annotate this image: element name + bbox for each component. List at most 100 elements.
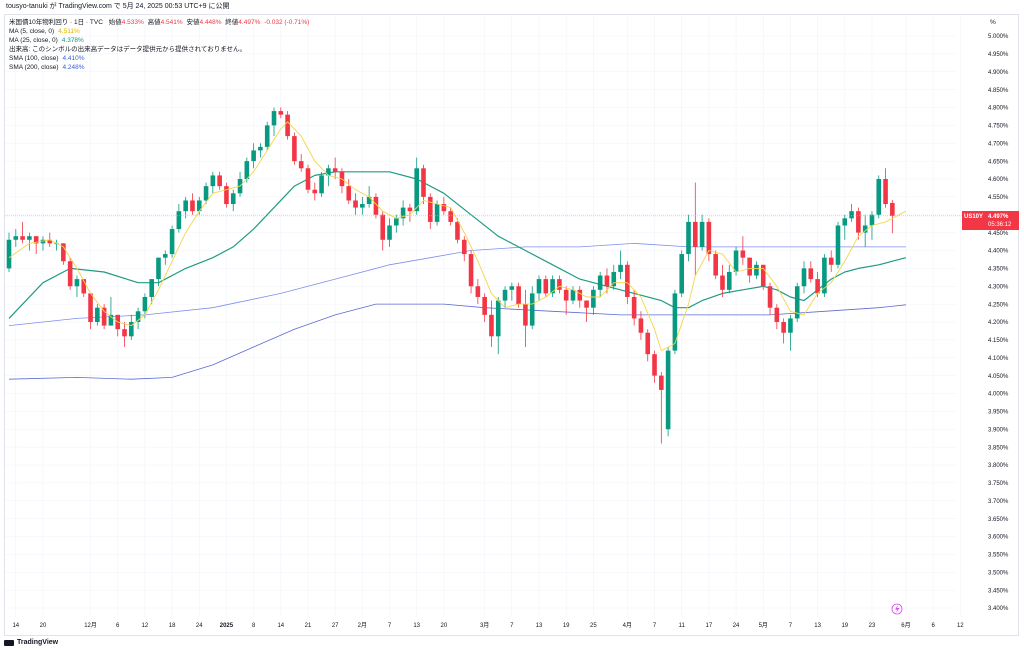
candle-body [101, 307, 107, 326]
y-tick-label: 4.700% [988, 141, 1009, 147]
price-tag-symbol: US10Y [964, 214, 984, 220]
legend-ma25[interactable]: MA (25, close, 0) 4.378% [9, 36, 309, 45]
candle-body [135, 311, 141, 322]
candle-body [67, 261, 73, 287]
x-tick-label: 2025 [220, 623, 234, 629]
legend-ma5[interactable]: MA (5, close, 0) 4.511% [9, 27, 309, 36]
candle-body [774, 307, 780, 322]
candle-body [631, 296, 637, 319]
candle-body [366, 196, 372, 205]
time-axis[interactable]: 14 20 12月 6 12 18 24 2025 8 14 21 27 2月 7 13 20 3月 7 13 19 2… [12, 622, 964, 629]
candle-body [20, 236, 25, 240]
candle-body [176, 211, 182, 230]
candle-body [495, 300, 501, 337]
candle-body [509, 286, 515, 290]
flash-icon[interactable] [891, 603, 903, 615]
candle-body [842, 218, 848, 226]
y-tick-label: 4.800% [988, 106, 1009, 112]
sma100-label: SMA (100, close) [9, 55, 59, 62]
candle-body [387, 225, 392, 240]
x-tick-label: 11 [679, 623, 686, 629]
ma25-path [8, 171, 907, 319]
candle-body [33, 236, 39, 244]
candle-body [550, 279, 555, 294]
candle-body [645, 332, 651, 355]
x-tick-label: 12 [142, 623, 149, 629]
candle-body [468, 254, 474, 287]
candle-body [244, 161, 250, 179]
x-tick-label: 27 [332, 623, 339, 629]
chart-frame [4, 14, 1019, 636]
symbol-title[interactable]: 米国債10年物利回り · 1日 · TVC [9, 19, 103, 26]
candle-body [883, 179, 888, 205]
candle-body [754, 264, 759, 276]
candle-body [543, 279, 549, 294]
candle-body [760, 264, 766, 287]
x-tick-label: 14 [12, 623, 19, 629]
candle-body [679, 254, 685, 294]
candle-body [597, 275, 603, 290]
candle-body [638, 318, 644, 333]
legend-sma100[interactable]: SMA (100, close) 4.410% [9, 54, 309, 63]
candle-body [394, 218, 399, 226]
legend-sma200[interactable]: SMA (200, close) 4.248% [9, 63, 309, 72]
candle-body [434, 204, 440, 222]
candle-body [108, 314, 114, 326]
x-tick-label: 13 [536, 623, 543, 629]
candle-body [13, 236, 19, 240]
candle-body [733, 250, 739, 272]
candle-body [61, 243, 66, 262]
candle-body [856, 211, 861, 233]
candle-body [584, 300, 589, 308]
candle-body [672, 293, 678, 351]
x-tick-label: 12 [957, 623, 964, 629]
price-tag-countdown: 05:36:12 [988, 222, 1012, 228]
y-tick-label: 4.750% [988, 124, 1009, 130]
open-value: 4.533% [121, 19, 144, 26]
sma200-path [8, 303, 906, 380]
candle-body [611, 271, 617, 287]
candlesticks [6, 107, 895, 444]
high-value: 4.541% [160, 19, 183, 26]
candle-body [794, 286, 800, 319]
candle-body [808, 268, 814, 280]
y-tick-label: 3.400% [988, 606, 1009, 612]
y-tick-label: 4.400% [988, 249, 1009, 255]
sma200-label: SMA (200, close) [9, 64, 59, 71]
y-tick-label: 3.750% [988, 481, 1009, 487]
x-tick-label: 6 [931, 623, 935, 629]
candle-body [353, 200, 358, 208]
candle-body [6, 239, 12, 269]
x-tick-label: 13 [814, 623, 821, 629]
candle-body [849, 211, 854, 219]
y-tick-label: 4.250% [988, 302, 1009, 308]
candle-body [278, 111, 284, 115]
candle-body [142, 296, 148, 312]
ma25-label: MA (25, close, 0) [9, 37, 58, 44]
x-tick-label: 7 [653, 623, 657, 629]
candle-body [210, 175, 216, 187]
x-tick-label: 2月 [358, 622, 367, 629]
candle-body [292, 136, 297, 162]
candle-body [326, 168, 331, 176]
price-axis[interactable]: 5.000% 4.950% 4.900% 4.850% 4.800% 4.750% 4.70… [988, 34, 1009, 612]
x-tick-label: 19 [563, 623, 570, 629]
candle-body [400, 207, 406, 219]
x-tick-label: 17 [706, 623, 713, 629]
y-tick-label: 3.850% [988, 445, 1009, 451]
candle-body [305, 168, 311, 190]
candle-body [224, 186, 229, 205]
publish-header: tousyo-tanuki が TradingView.com で 5月 24,… [6, 3, 230, 10]
price-tag-value: 4.497% [988, 214, 1009, 220]
candle-body [427, 196, 433, 222]
candle-body [122, 329, 127, 337]
tradingview-footer[interactable]: TradingView [4, 637, 58, 649]
legend-volume-note: 出来高: このシンボルの出来高データはデータ提供元から提供されておりません。 [9, 45, 309, 54]
volume-note: 出来高: このシンボルの出来高データはデータ提供元から提供されておりません。 [9, 46, 247, 53]
candle-body [129, 322, 134, 337]
tradingview-logo-icon [4, 640, 14, 646]
y-tick-label: 3.800% [988, 463, 1009, 469]
y-tick-label: 4.600% [988, 177, 1009, 183]
candle-body [156, 257, 161, 280]
